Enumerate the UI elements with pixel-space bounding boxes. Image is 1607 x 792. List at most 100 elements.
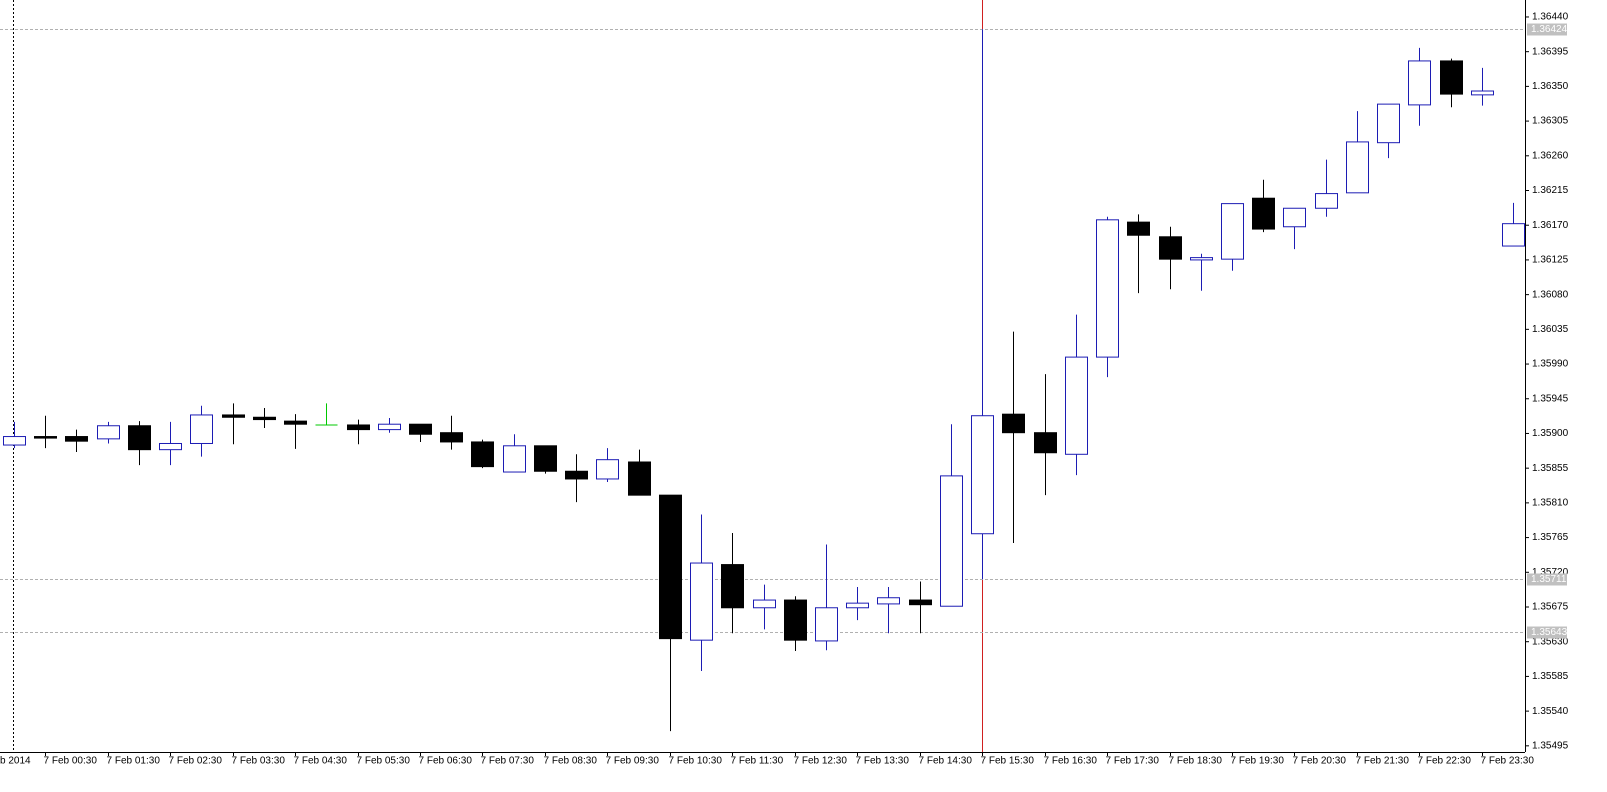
candle-body xyxy=(3,436,26,446)
candle-body xyxy=(1440,60,1463,95)
candle-body xyxy=(1502,223,1525,247)
x-tick-label: 7 Feb 11:30 xyxy=(731,756,784,767)
candle-body xyxy=(940,475,963,607)
candle-body xyxy=(909,599,932,606)
x-tick-label: 7 Feb 20:30 xyxy=(1293,756,1347,767)
price-label: 1.35711 xyxy=(1531,574,1567,585)
candle-body xyxy=(784,599,807,641)
candle-body xyxy=(503,445,526,473)
y-tick-label: 1.36260 xyxy=(1532,150,1569,161)
candle-body xyxy=(1471,90,1494,96)
x-tick-label: 7 Feb 04:30 xyxy=(294,756,348,767)
x-tick-label: 7 Feb 22:30 xyxy=(1418,756,1472,767)
x-tick-label: 7 Feb 05:30 xyxy=(357,756,411,767)
candle-body xyxy=(1002,413,1025,434)
candle-body xyxy=(565,470,588,480)
candle-body xyxy=(347,424,370,431)
x-tick-label: 7 Feb 10:30 xyxy=(669,756,723,767)
candle-body xyxy=(222,414,245,418)
x-tick-label: 7 Feb 17:30 xyxy=(1106,756,1160,767)
candle-body xyxy=(753,599,776,609)
candle-body xyxy=(190,414,213,444)
candle-body xyxy=(253,416,276,421)
y-tick-label: 1.36080 xyxy=(1532,289,1569,300)
y-tick-label: 1.35495 xyxy=(1532,740,1569,751)
candle-body xyxy=(1065,356,1088,455)
candle-body xyxy=(440,432,463,443)
candle-body xyxy=(284,420,307,425)
y-tick-label: 1.35810 xyxy=(1532,498,1569,509)
price-label: 1.36424 xyxy=(1531,24,1568,35)
plot xyxy=(0,29,1525,732)
x-tick-label: 7 Feb 19:30 xyxy=(1231,756,1285,767)
candle-body xyxy=(815,607,838,642)
candle-body xyxy=(1408,60,1431,106)
candle-body xyxy=(628,461,651,496)
candle-body xyxy=(1283,207,1306,228)
x-tick-label: 7 Feb 12:30 xyxy=(794,756,848,767)
y-tick-label: 1.36395 xyxy=(1532,46,1569,57)
candle-body xyxy=(97,425,120,440)
candle-body xyxy=(34,436,57,439)
price-label-bg xyxy=(1527,573,1567,586)
candle-body xyxy=(471,441,494,468)
candle-body xyxy=(159,442,182,451)
y-tick-label: 1.36170 xyxy=(1532,220,1569,231)
y-tick-label: 1.35585 xyxy=(1532,671,1569,682)
x-tick-label: 7 Feb 06:30 xyxy=(419,756,473,767)
candle-body xyxy=(1221,203,1244,260)
x-tick-label: 7 Feb 02:30 xyxy=(169,756,223,767)
y-tick-label: 1.35540 xyxy=(1532,706,1569,717)
x-tick-label: 7 Feb 14:30 xyxy=(919,756,973,767)
y-tick-label: 1.35720 xyxy=(1532,567,1569,578)
candle-body xyxy=(534,445,557,472)
candle-body xyxy=(1346,141,1369,194)
x-tick-label: 7 Feb 03:30 xyxy=(232,756,286,767)
y-tick-label: 1.36035 xyxy=(1532,324,1569,335)
x-tick-label: 7 Feb 15:30 xyxy=(981,756,1035,767)
x-tick-label: 7 Feb 01:30 xyxy=(107,756,161,767)
y-tick-label: 1.36440 xyxy=(1532,12,1569,23)
y-tick-label: 1.35990 xyxy=(1532,359,1569,370)
candle-body xyxy=(1096,219,1119,358)
candle-body xyxy=(1315,193,1338,209)
x-tick-label: 7 Feb 08:30 xyxy=(544,756,598,767)
x-tick-label: 7 Feb 18:30 xyxy=(1169,756,1223,767)
candle-body xyxy=(65,436,88,442)
candle-body xyxy=(659,494,682,640)
y-tick-label: 1.36125 xyxy=(1532,255,1569,266)
candle-body xyxy=(846,602,869,609)
y-tick-label: 1.36215 xyxy=(1532,185,1569,196)
y-tick-label: 1.36305 xyxy=(1532,116,1569,127)
candle-body xyxy=(1034,432,1057,454)
x-tick-label: 7 Feb 21:30 xyxy=(1356,756,1410,767)
x-tick-label: b 2014 xyxy=(0,756,31,767)
y-tick-label: 1.35675 xyxy=(1532,602,1569,613)
candle-body xyxy=(1159,236,1182,260)
x-tick-label: 7 Feb 00:30 xyxy=(44,756,98,767)
candle-body xyxy=(128,425,151,451)
x-tick-label: 7 Feb 09:30 xyxy=(606,756,660,767)
price-label-bg xyxy=(1527,626,1567,639)
price-label-bg xyxy=(1527,23,1567,36)
candle-body xyxy=(409,423,432,435)
candle-body xyxy=(877,597,900,605)
candle-body xyxy=(1127,221,1150,236)
y-tick-label: 1.35900 xyxy=(1532,428,1569,439)
y-tick-label: 1.36350 xyxy=(1532,81,1569,92)
y-tick-label: 1.35630 xyxy=(1532,636,1569,647)
x-tick-label: 7 Feb 13:30 xyxy=(856,756,910,767)
candle-body xyxy=(690,562,713,641)
price-label: 1.35643 xyxy=(1531,627,1568,638)
candle-body xyxy=(1252,197,1275,230)
y-tick-label: 1.35945 xyxy=(1532,393,1569,404)
candle-body xyxy=(378,423,401,431)
x-tick-label: 7 Feb 07:30 xyxy=(481,756,535,767)
x-tick-label: 7 Feb 23:30 xyxy=(1481,756,1535,767)
candle-body xyxy=(721,564,744,609)
candle-body xyxy=(971,415,994,535)
candle-body xyxy=(1190,257,1213,261)
x-tick-label: 7 Feb 16:30 xyxy=(1044,756,1098,767)
